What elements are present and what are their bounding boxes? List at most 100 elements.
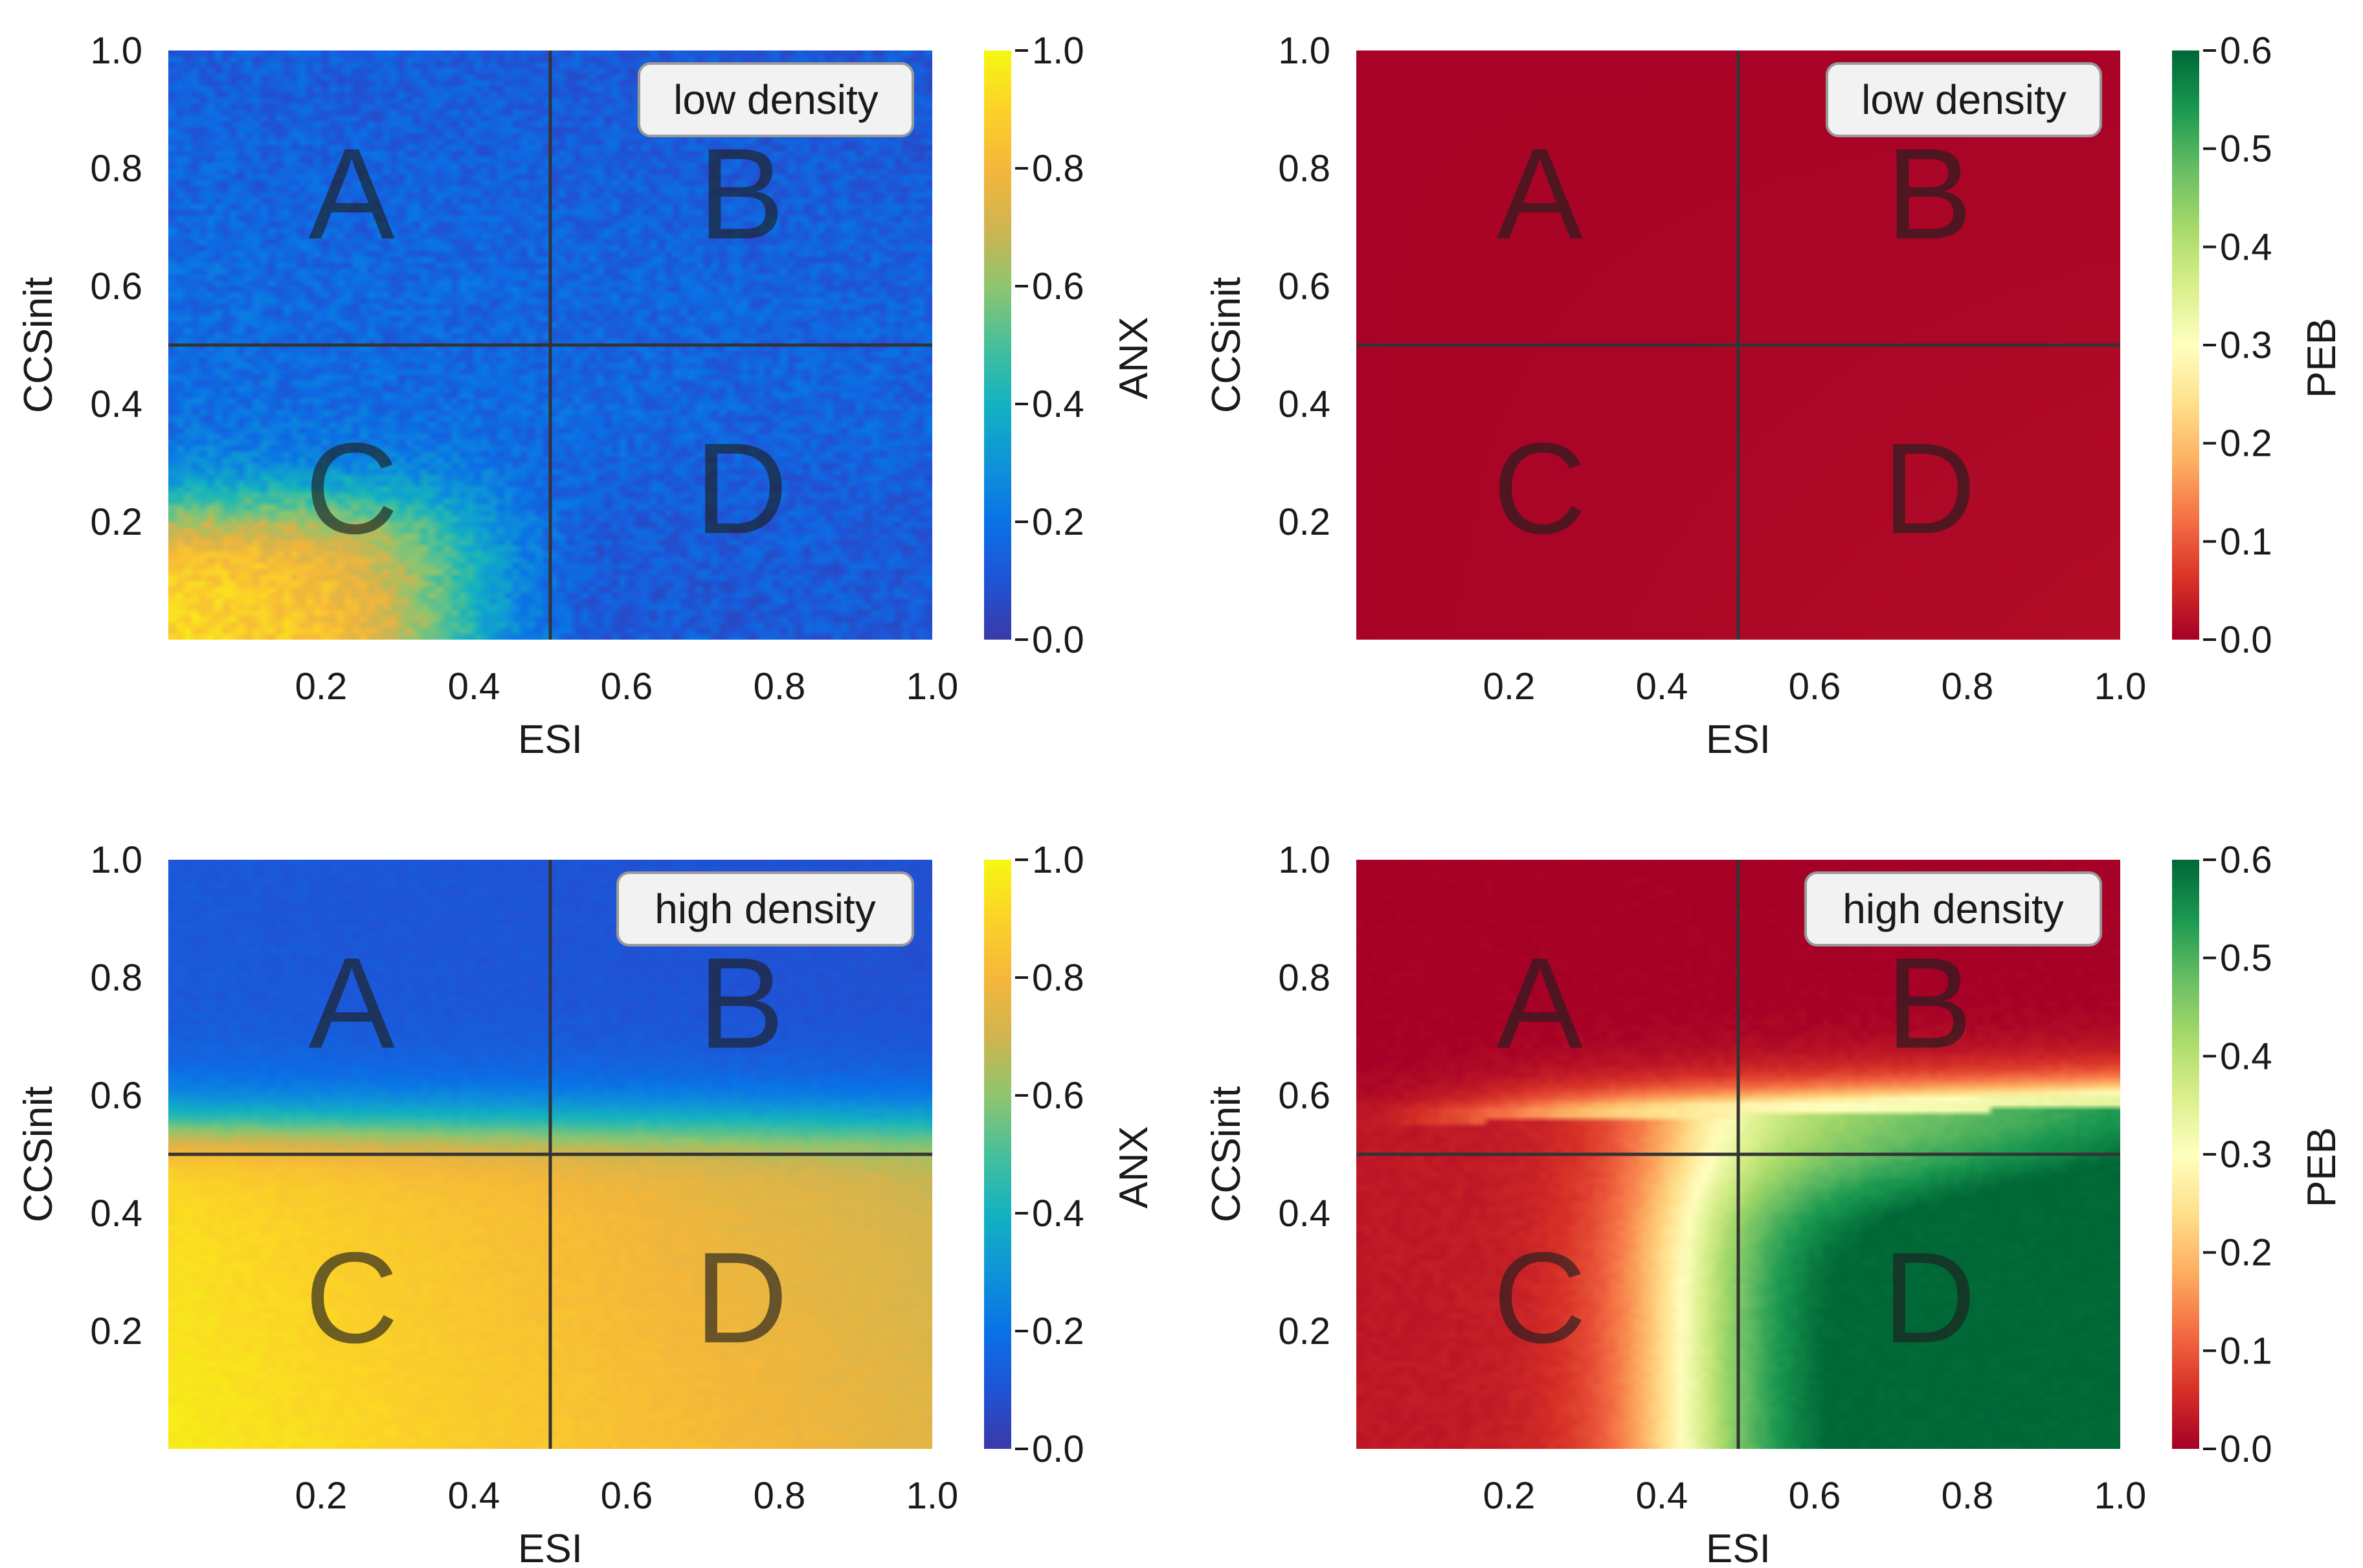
y-tick-label: 1.0	[90, 839, 142, 881]
colorbar-tick-label: 0.4	[1032, 1193, 1084, 1235]
colorbar-tick-label: 0.0	[1032, 1428, 1084, 1470]
colorbar-tick-label: 0.6	[2220, 839, 2272, 881]
colorbar-tick-label: 0.6	[1032, 265, 1084, 308]
y-tick-label: 1.0	[1278, 30, 1330, 72]
colorbar-tick-label: 0.0	[1032, 619, 1084, 661]
colorbar-tick-label: 0.2	[1032, 1310, 1084, 1352]
colorbar-tick-label: 0.3	[2220, 324, 2272, 366]
y-tick-label: 0.6	[90, 1075, 142, 1117]
colorbar-tick-label: 0.6	[2220, 30, 2272, 72]
x-tick-label: 0.4	[1636, 1475, 1688, 1517]
colorbar-tick-label: 0.5	[2220, 937, 2272, 980]
colorbar-label: ANX	[1112, 317, 1156, 399]
x-axis-title: ESI	[1706, 1527, 1771, 1568]
y-tick-label: 0.6	[1278, 1075, 1330, 1117]
colorbar-tick-label: 0.8	[1032, 957, 1084, 999]
y-axis-title: CCSinit	[16, 1086, 61, 1222]
region-label-b: B	[698, 931, 784, 1075]
x-tick-label: 0.4	[448, 666, 500, 708]
x-tick-label: 0.8	[754, 1475, 806, 1517]
x-tick-label: 0.6	[1789, 666, 1841, 708]
x-tick-label: 1.0	[2094, 666, 2147, 708]
x-tick-label: 1.0	[906, 1475, 959, 1517]
colorbar-tick-label: 0.2	[1032, 501, 1084, 543]
region-label-a: A	[1496, 122, 1583, 266]
region-label-a: A	[308, 122, 395, 266]
y-tick-label: 0.2	[90, 1310, 142, 1352]
colorbar-tick-label: 0.0	[2220, 1428, 2272, 1470]
colorbar-tick-label: 0.3	[2220, 1134, 2272, 1176]
legend-box	[1826, 62, 2102, 137]
y-tick-label: 0.8	[90, 148, 142, 190]
colorbar-tick-label: 0.8	[1032, 148, 1084, 190]
x-tick-label: 0.4	[448, 1475, 500, 1517]
x-tick-label: 0.2	[295, 666, 348, 708]
region-label-b: B	[1886, 122, 1972, 266]
y-tick-label: 0.6	[90, 265, 142, 308]
region-label-d: D	[1883, 416, 1976, 561]
colorbar-tick-label: 0.4	[1032, 383, 1084, 425]
colorbar-label: ANX	[1112, 1126, 1156, 1208]
colorbar-tick-label: 1.0	[1032, 30, 1084, 72]
region-label-a: A	[308, 931, 395, 1075]
x-axis-title: ESI	[1706, 717, 1771, 762]
y-tick-label: 0.4	[90, 1193, 142, 1235]
region-label-d: D	[1883, 1226, 1976, 1370]
colorbar-label: PEB	[2300, 318, 2344, 398]
legend-label: low density	[1861, 76, 2066, 123]
legend-label: high density	[655, 886, 876, 932]
colorbar-tick-label: 0.4	[2220, 226, 2272, 268]
y-tick-label: 0.8	[90, 957, 142, 999]
x-tick-label: 1.0	[906, 666, 959, 708]
legend-box	[1804, 871, 2102, 946]
region-label-c: C	[305, 1226, 398, 1370]
legend-label: high density	[1842, 886, 2064, 932]
y-tick-label: 0.4	[1278, 1193, 1330, 1235]
y-tick-label: 0.6	[1278, 265, 1330, 308]
region-label-c: C	[1493, 1226, 1586, 1370]
colorbar-tick-label: 0.2	[2220, 1232, 2272, 1274]
region-label-a: A	[1496, 931, 1583, 1075]
y-tick-label: 0.4	[1278, 383, 1330, 425]
y-tick-label: 0.8	[1278, 957, 1330, 999]
colorbar	[2172, 50, 2199, 640]
region-label-b: B	[1886, 931, 1972, 1075]
x-tick-label: 0.2	[1483, 1475, 1536, 1517]
y-tick-label: 0.2	[90, 501, 142, 543]
x-tick-label: 0.8	[754, 666, 806, 708]
legend-box	[638, 62, 914, 137]
colorbar-tick-label: 0.2	[2220, 423, 2272, 465]
y-tick-label: 0.4	[90, 383, 142, 425]
x-tick-label: 0.8	[1942, 666, 1994, 708]
x-tick-label: 0.2	[295, 1475, 348, 1517]
colorbar-tick-label: 0.1	[2220, 1330, 2272, 1372]
colorbar	[984, 860, 1011, 1449]
y-tick-label: 1.0	[90, 30, 142, 72]
colorbar-tick-label: 0.6	[1032, 1075, 1084, 1117]
x-tick-label: 0.8	[1942, 1475, 1994, 1517]
colorbar-label: PEB	[2300, 1127, 2344, 1207]
colorbar-tick-label: 0.4	[2220, 1035, 2272, 1077]
region-label-d: D	[695, 416, 788, 561]
x-tick-label: 0.4	[1636, 666, 1688, 708]
x-axis-title: ESI	[518, 1527, 583, 1568]
region-label-b: B	[698, 122, 784, 266]
colorbar-tick-label: 0.5	[2220, 128, 2272, 170]
y-tick-label: 0.2	[1278, 1310, 1330, 1352]
y-axis-title: CCSinit	[16, 277, 61, 413]
legend-label: low density	[673, 76, 879, 123]
colorbar-tick-label: 1.0	[1032, 839, 1084, 881]
region-label-c: C	[1493, 416, 1586, 561]
y-tick-label: 0.8	[1278, 148, 1330, 190]
y-axis-title: CCSinit	[1204, 1086, 1249, 1222]
x-tick-label: 0.2	[1483, 666, 1536, 708]
x-axis-title: ESI	[518, 717, 583, 762]
y-tick-label: 1.0	[1278, 839, 1330, 881]
x-tick-label: 1.0	[2094, 1475, 2147, 1517]
colorbar	[984, 50, 1011, 640]
colorbar	[2172, 860, 2199, 1449]
x-tick-label: 0.6	[601, 1475, 653, 1517]
colorbar-tick-label: 0.1	[2220, 521, 2272, 563]
region-label-c: C	[305, 416, 398, 561]
